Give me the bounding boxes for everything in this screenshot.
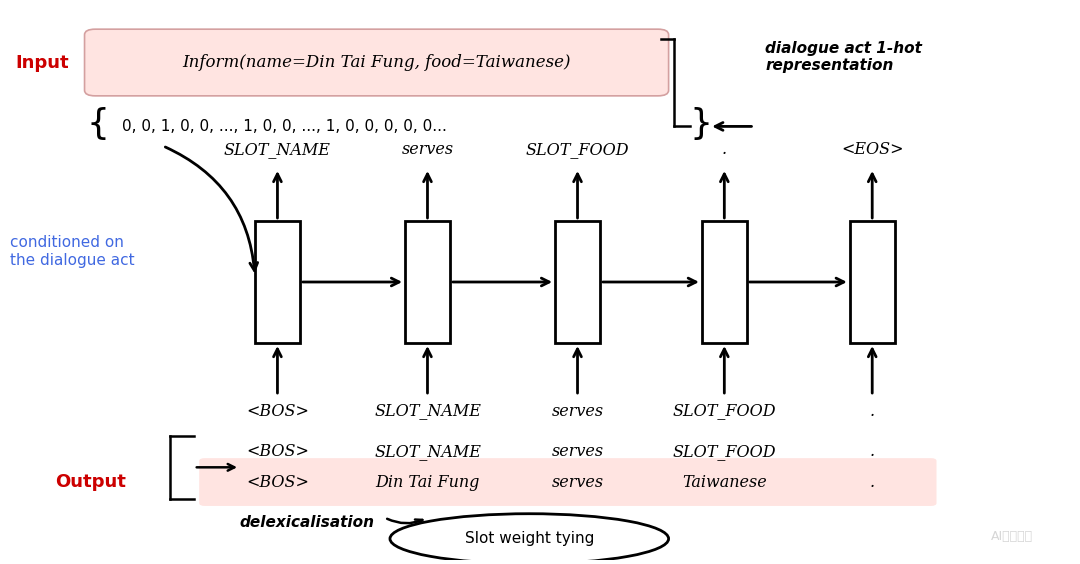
Text: <BOS>: <BOS> [246, 403, 309, 420]
FancyBboxPatch shape [199, 458, 936, 506]
Text: serves: serves [402, 141, 454, 158]
Text: .: . [721, 141, 727, 158]
Text: Output: Output [55, 473, 126, 491]
Text: Taiwanese: Taiwanese [681, 474, 767, 491]
FancyBboxPatch shape [405, 221, 450, 343]
FancyBboxPatch shape [850, 221, 894, 343]
Text: <BOS>: <BOS> [246, 443, 309, 460]
Text: serves: serves [552, 443, 604, 460]
Text: dialogue act 1-hot
representation: dialogue act 1-hot representation [765, 41, 922, 73]
Text: 0, 0, 1, 0, 0, ..., 1, 0, 0, ..., 1, 0, 0, 0, 0, 0...: 0, 0, 1, 0, 0, ..., 1, 0, 0, ..., 1, 0, … [122, 119, 447, 134]
Text: SLOT_NAME: SLOT_NAME [374, 403, 481, 420]
Text: <EOS>: <EOS> [841, 141, 904, 158]
FancyBboxPatch shape [702, 221, 747, 343]
FancyBboxPatch shape [255, 221, 300, 343]
Text: .: . [869, 443, 875, 460]
Text: AI部落联盟: AI部落联盟 [990, 530, 1032, 543]
Text: serves: serves [552, 474, 604, 491]
Text: SLOT_FOOD: SLOT_FOOD [526, 141, 630, 158]
FancyBboxPatch shape [555, 221, 600, 343]
Ellipse shape [390, 514, 669, 564]
Text: Slot weight tying: Slot weight tying [464, 531, 594, 546]
Text: .: . [869, 403, 875, 420]
Text: SLOT_NAME: SLOT_NAME [374, 443, 481, 460]
Text: SLOT_FOOD: SLOT_FOOD [673, 403, 777, 420]
Text: Din Tai Fung: Din Tai Fung [375, 474, 480, 491]
Text: SLOT_FOOD: SLOT_FOOD [673, 443, 777, 460]
FancyBboxPatch shape [84, 29, 669, 96]
Text: Inform(name=Din Tai Fung, food=Taiwanese): Inform(name=Din Tai Fung, food=Taiwanese… [183, 54, 571, 71]
Text: <BOS>: <BOS> [246, 474, 309, 491]
Text: SLOT_NAME: SLOT_NAME [224, 141, 330, 158]
Text: delexicalisation: delexicalisation [240, 514, 375, 530]
Text: .: . [869, 474, 875, 491]
Text: Input: Input [15, 54, 68, 72]
Text: serves: serves [552, 403, 604, 420]
Text: conditioned on
the dialogue act: conditioned on the dialogue act [10, 235, 134, 268]
Text: {: { [87, 107, 110, 140]
Text: }: } [689, 107, 712, 140]
